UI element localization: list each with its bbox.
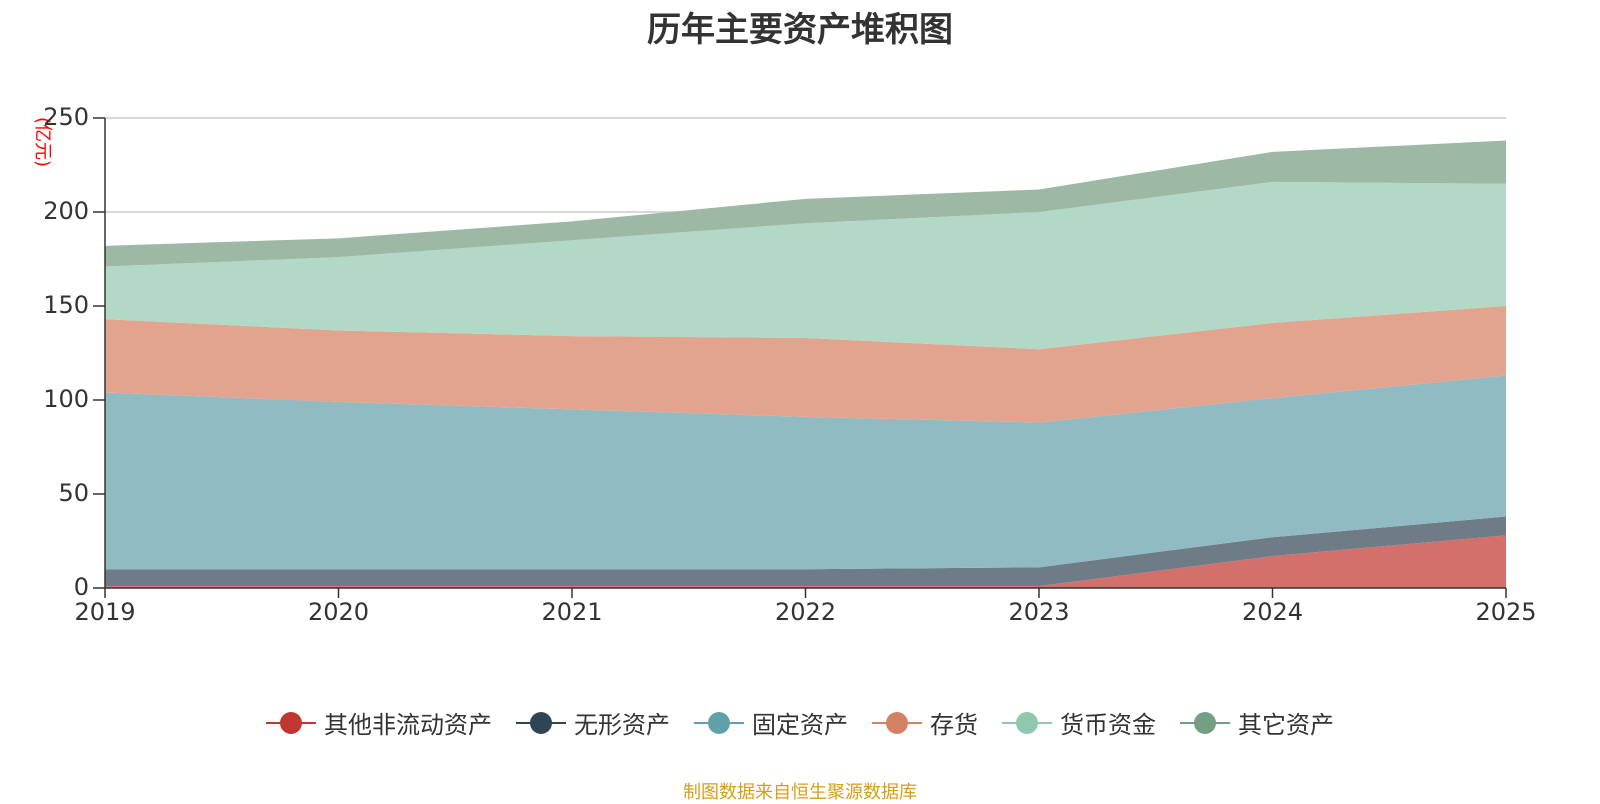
- legend-label: 其它资产: [1238, 711, 1334, 739]
- legend-swatch-icon: [1180, 711, 1230, 735]
- area-series-3: [105, 306, 1506, 423]
- x-tick-label: 2023: [1008, 598, 1069, 626]
- legend-item[interactable]: 存货: [872, 705, 978, 740]
- y-tick-label: 100: [43, 385, 89, 413]
- legend-swatch-icon: [266, 711, 316, 735]
- legend-label: 无形资产: [574, 711, 670, 739]
- area-series-5: [105, 140, 1506, 267]
- area-series-1: [105, 516, 1506, 587]
- tick-labels: 0 50 100 150 200 250 2019 2020 2021 2022 2023 2024 2…: [43, 103, 1536, 626]
- legend-label: 其他非流动资产: [324, 711, 492, 739]
- legend-swatch-icon: [872, 711, 922, 735]
- legend-swatch-icon: [694, 711, 744, 735]
- legend-item[interactable]: 货币资金: [1002, 705, 1156, 740]
- legend-item[interactable]: 无形资产: [516, 705, 670, 740]
- area-series-4: [105, 181, 1506, 350]
- y-tick-label: 150: [43, 291, 89, 319]
- legend: 其他非流动资产 无形资产 固定资产 存货 货币资金 其它资产: [0, 705, 1600, 740]
- y-tick-label: 200: [43, 197, 89, 225]
- legend-label: 货币资金: [1060, 711, 1156, 739]
- y-tick-label: 50: [58, 479, 89, 507]
- legend-item[interactable]: 固定资产: [694, 705, 848, 740]
- x-tick-label: 2021: [541, 598, 602, 626]
- chart-title: 历年主要资产堆积图: [647, 10, 953, 50]
- legend-item[interactable]: 其他非流动资产: [266, 705, 492, 740]
- legend-label: 存货: [930, 711, 978, 739]
- legend-swatch-icon: [1002, 711, 1052, 735]
- x-tick-label: 2025: [1475, 598, 1536, 626]
- source-note: 制图数据来自恒生聚源数据库: [683, 782, 917, 803]
- axes: [93, 117, 1507, 598]
- area-series-2: [105, 375, 1506, 570]
- legend-item[interactable]: 其它资产: [1180, 705, 1334, 740]
- y-tick-label: 0: [74, 573, 89, 601]
- x-tick-label: 2019: [74, 598, 135, 626]
- x-tick-label: 2022: [775, 598, 836, 626]
- x-tick-label: 2024: [1242, 598, 1303, 626]
- area-series-0: [105, 535, 1506, 588]
- y-tick-label: 250: [43, 103, 89, 131]
- legend-label: 固定资产: [752, 711, 848, 739]
- area-series: [105, 140, 1506, 588]
- legend-swatch-icon: [516, 711, 566, 735]
- x-tick-label: 2020: [308, 598, 369, 626]
